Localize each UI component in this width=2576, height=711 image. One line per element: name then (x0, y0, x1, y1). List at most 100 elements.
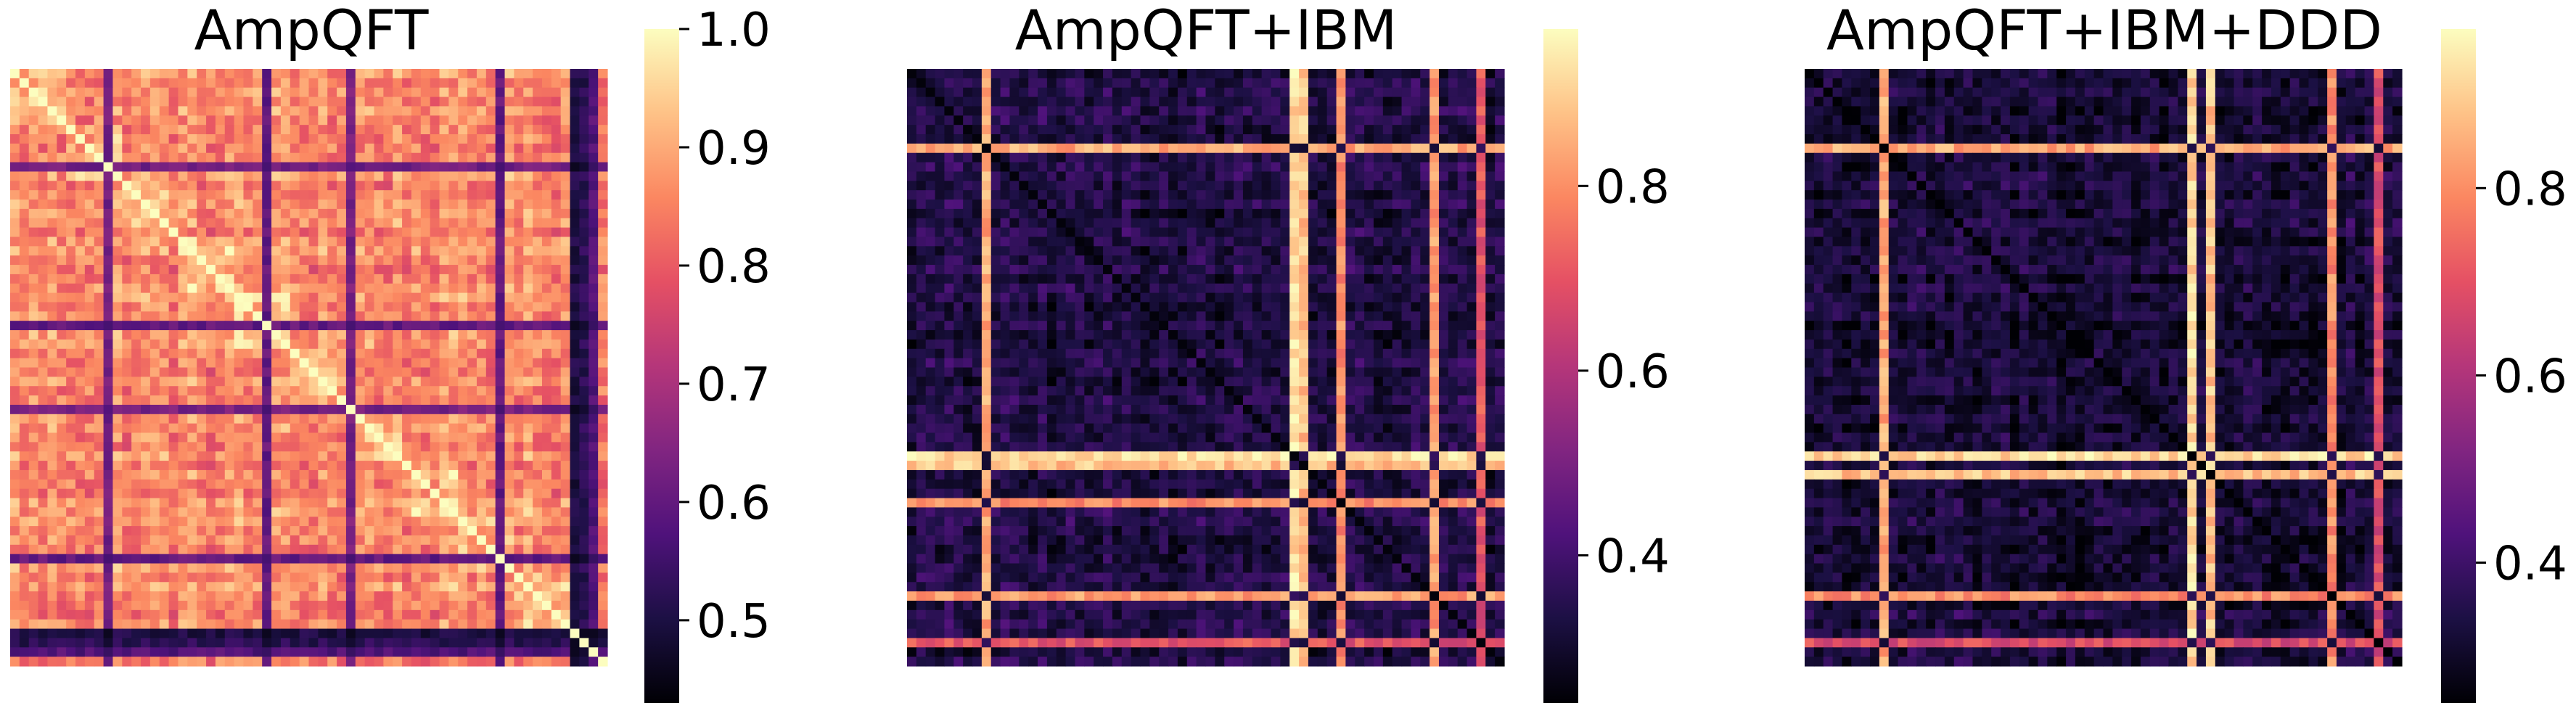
heatmap-cell (1382, 143, 1393, 154)
heatmap-cell (84, 498, 95, 508)
heatmap-cell (253, 255, 263, 266)
heatmap-cell (243, 106, 253, 116)
heatmap-cell (84, 87, 95, 98)
heatmap-cell (122, 283, 132, 294)
heatmap-cell (514, 609, 524, 620)
heatmap-cell (262, 600, 272, 611)
heatmap-cell (122, 311, 132, 321)
heatmap-cell (551, 246, 562, 256)
heatmap-cell (1084, 152, 1094, 163)
heatmap-cell (187, 498, 197, 508)
heatmap-cell (1308, 115, 1318, 126)
heatmap-cell (234, 255, 245, 266)
heatmap-cell (308, 134, 319, 144)
heatmap-cell (280, 274, 291, 284)
heatmap-cell (430, 78, 440, 89)
heatmap-cell (579, 395, 589, 406)
heatmap-cell (953, 69, 964, 79)
heatmap-cell (57, 208, 67, 219)
heatmap-cell (308, 432, 319, 443)
heatmap-cell (430, 143, 440, 154)
heatmap-cell (1308, 106, 1318, 116)
heatmap-cell (345, 321, 356, 331)
heatmap-cell (66, 106, 76, 116)
heatmap-cell (337, 134, 347, 144)
heatmap-cell (149, 647, 160, 657)
heatmap-cell (560, 600, 571, 611)
heatmap-cell (504, 87, 515, 98)
heatmap-cell (355, 274, 366, 284)
heatmap-cell (345, 591, 356, 601)
heatmap-cell (178, 377, 188, 387)
heatmap-cell (485, 190, 496, 200)
heatmap-cell (149, 367, 160, 377)
heatmap-cell (345, 265, 356, 275)
heatmap-cell (495, 479, 506, 490)
heatmap-cell (551, 526, 562, 536)
heatmap-cell (364, 283, 375, 294)
heatmap-cell (57, 600, 67, 611)
heatmap-cell (1448, 96, 1459, 107)
heatmap-cell (345, 498, 356, 508)
heatmap-cell (485, 125, 496, 135)
heatmap-cell (570, 479, 581, 490)
heatmap-cell (168, 190, 179, 200)
heatmap-cell (420, 591, 431, 601)
heatmap-cell (560, 134, 571, 144)
heatmap-cell (598, 432, 608, 443)
heatmap-cell (38, 134, 49, 144)
heatmap-cell (598, 302, 608, 312)
heatmap-cell (280, 488, 291, 499)
heatmap-cell (141, 657, 151, 667)
heatmap-cell (963, 96, 973, 107)
heatmap-cell (280, 498, 291, 508)
heatmap-cell (19, 283, 30, 294)
heatmap-cell (504, 321, 515, 331)
heatmap-cell (1373, 181, 1384, 191)
heatmap-cell (1149, 143, 1160, 154)
heatmap-cell (168, 237, 179, 247)
heatmap-cell (1065, 171, 1076, 181)
heatmap-cell (131, 96, 141, 107)
heatmap-cell (1280, 69, 1290, 79)
heatmap-cell (112, 125, 123, 135)
heatmap-cell (533, 647, 543, 657)
heatmap-cell (551, 190, 562, 200)
heatmap-cell (290, 638, 300, 648)
heatmap-cell (495, 647, 506, 657)
heatmap-cell (84, 479, 95, 490)
heatmap-cell (215, 544, 226, 555)
heatmap-cell (57, 572, 67, 583)
heatmap-cell (1094, 181, 1104, 191)
heatmap-cell (1177, 134, 1188, 144)
heatmap-cell (551, 488, 562, 499)
heatmap-cell (420, 246, 431, 256)
heatmap-cell (47, 432, 57, 443)
heatmap-cell (215, 255, 226, 266)
heatmap-cell (253, 339, 263, 350)
heatmap-cell (411, 78, 422, 89)
heatmap-cell (1000, 143, 1011, 154)
heatmap-cell (1065, 143, 1076, 154)
heatmap-cell (514, 479, 524, 490)
heatmap-cell (337, 115, 347, 126)
heatmap-cell (1121, 106, 1132, 116)
heatmap-cell (122, 498, 132, 508)
heatmap-cell (1336, 115, 1346, 126)
heatmap-cell (533, 517, 543, 527)
heatmap-cell (523, 200, 533, 210)
heatmap-cell (411, 619, 422, 630)
heatmap-cell (206, 423, 216, 434)
heatmap-cell (38, 274, 49, 284)
heatmap-cell (598, 125, 608, 135)
heatmap-cell (355, 321, 366, 331)
heatmap-cell (579, 414, 589, 424)
heatmap-cell (38, 302, 49, 312)
heatmap-cell (1168, 181, 1178, 191)
heatmap-cell (402, 237, 412, 247)
heatmap-cell (551, 591, 562, 601)
heatmap-cell (1131, 152, 1141, 163)
heatmap-cell (337, 339, 347, 350)
heatmap-cell (345, 395, 356, 406)
heatmap-cell (19, 432, 30, 443)
